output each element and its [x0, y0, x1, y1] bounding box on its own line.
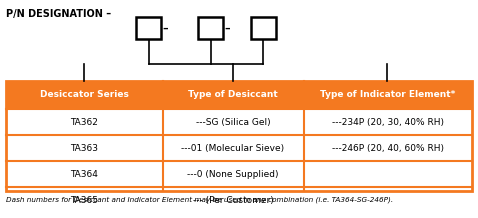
Bar	[251, 17, 276, 39]
Text: Type of Desiccant: Type of Desiccant	[188, 90, 278, 99]
Text: ---0 (None Supplied): ---0 (None Supplied)	[187, 170, 279, 179]
Bar	[136, 17, 161, 39]
Text: ---234P (20, 30, 40% RH): ---234P (20, 30, 40% RH)	[332, 118, 444, 127]
Bar	[6, 81, 472, 191]
Text: ---SG (Silica Gel): ---SG (Silica Gel)	[196, 118, 271, 127]
Text: Desiccator Series: Desiccator Series	[40, 90, 129, 99]
Text: --- (Per Customer): --- (Per Customer)	[193, 196, 273, 205]
Text: TA363: TA363	[70, 144, 98, 153]
Text: Type of Indicator Element*: Type of Indicator Element*	[320, 90, 456, 99]
Text: –: –	[224, 23, 230, 33]
Text: TA365: TA365	[70, 196, 98, 205]
Text: Dash numbers for Desiccant and Indicator Element may be used in any combination : Dash numbers for Desiccant and Indicator…	[6, 196, 393, 203]
Text: P/N DESIGNATION –: P/N DESIGNATION –	[6, 9, 111, 19]
Text: TA364: TA364	[70, 170, 98, 179]
Text: TA362: TA362	[70, 118, 98, 127]
Bar	[198, 17, 223, 39]
Text: –: –	[162, 23, 168, 33]
Text: ---246P (20, 40, 60% RH): ---246P (20, 40, 60% RH)	[332, 144, 444, 153]
Text: ---01 (Molecular Sieve): ---01 (Molecular Sieve)	[182, 144, 284, 153]
Bar	[6, 81, 472, 109]
